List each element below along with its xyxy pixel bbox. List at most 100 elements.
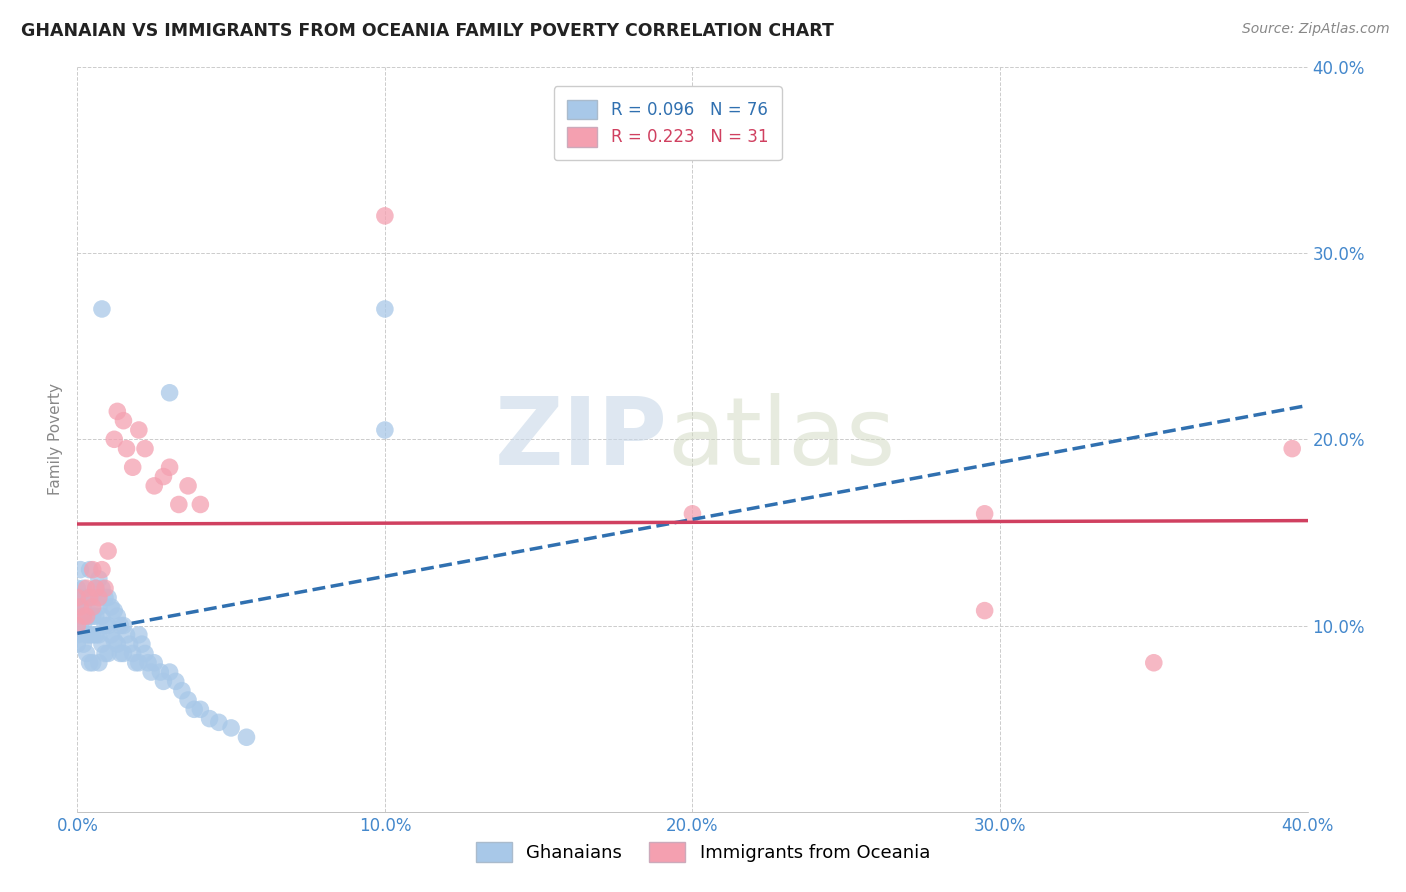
Point — [82, 563, 104, 577]
Point — [72, 637, 94, 651]
Point — [79, 591, 101, 605]
Point — [97, 647, 120, 661]
Point — [79, 609, 101, 624]
Point — [72, 599, 94, 614]
Point — [149, 665, 172, 679]
Point — [100, 628, 122, 642]
Point — [374, 209, 396, 223]
Point — [152, 469, 174, 483]
Point — [84, 609, 107, 624]
Point — [112, 647, 135, 661]
Point — [115, 442, 138, 456]
Point — [219, 721, 242, 735]
Point — [100, 599, 122, 614]
Point — [188, 702, 212, 716]
Point — [90, 582, 114, 596]
Point — [87, 628, 110, 642]
Legend: R = 0.096   N = 76, R = 0.223   N = 31: R = 0.096 N = 76, R = 0.223 N = 31 — [554, 87, 782, 160]
Point — [125, 656, 148, 670]
Text: atlas: atlas — [668, 393, 896, 485]
Point — [143, 479, 166, 493]
Text: GHANAIAN VS IMMIGRANTS FROM OCEANIA FAMILY POVERTY CORRELATION CHART: GHANAIAN VS IMMIGRANTS FROM OCEANIA FAMI… — [21, 22, 834, 40]
Point — [115, 628, 138, 642]
Point — [66, 599, 89, 614]
Point — [208, 715, 231, 730]
Point — [72, 609, 94, 624]
Point — [72, 582, 94, 596]
Point — [66, 609, 89, 624]
Point — [87, 599, 110, 614]
Point — [973, 604, 995, 618]
Point — [97, 591, 120, 605]
Point — [90, 609, 114, 624]
Point — [128, 656, 150, 670]
Point — [159, 665, 181, 679]
Point — [66, 582, 89, 596]
Point — [79, 656, 101, 670]
Point — [121, 460, 143, 475]
Point — [94, 647, 117, 661]
Point — [682, 507, 704, 521]
Point — [177, 479, 200, 493]
Point — [76, 628, 98, 642]
Point — [87, 572, 110, 586]
Point — [82, 591, 104, 605]
Point — [66, 591, 89, 605]
Point — [76, 609, 98, 624]
Point — [131, 637, 153, 651]
Point — [90, 301, 114, 316]
Text: Source: ZipAtlas.com: Source: ZipAtlas.com — [1241, 22, 1389, 37]
Point — [128, 423, 150, 437]
Point — [121, 647, 143, 661]
Point — [159, 385, 181, 400]
Y-axis label: Family Poverty: Family Poverty — [48, 384, 63, 495]
Point — [159, 460, 181, 475]
Point — [103, 432, 125, 446]
Point — [69, 591, 91, 605]
Point — [152, 674, 174, 689]
Point — [235, 730, 257, 744]
Point — [143, 656, 166, 670]
Point — [76, 582, 98, 596]
Point — [82, 628, 104, 642]
Point — [94, 618, 117, 632]
Point — [112, 414, 135, 428]
Point — [97, 544, 120, 558]
Point — [87, 591, 110, 605]
Point — [110, 647, 132, 661]
Point — [128, 628, 150, 642]
Point — [66, 618, 89, 632]
Point — [76, 591, 98, 605]
Point — [374, 423, 396, 437]
Point — [167, 498, 190, 512]
Point — [66, 637, 89, 651]
Point — [94, 591, 117, 605]
Point — [82, 609, 104, 624]
Point — [66, 628, 89, 642]
Point — [134, 647, 156, 661]
Point — [97, 618, 120, 632]
Point — [84, 628, 107, 642]
Point — [177, 693, 200, 707]
Point — [170, 683, 193, 698]
Point — [105, 609, 128, 624]
Point — [1143, 656, 1166, 670]
Point — [76, 609, 98, 624]
Point — [76, 647, 98, 661]
Point — [69, 599, 91, 614]
Point — [87, 656, 110, 670]
Point — [374, 301, 396, 316]
Point — [82, 656, 104, 670]
Text: ZIP: ZIP — [495, 393, 668, 485]
Point — [105, 637, 128, 651]
Point — [141, 665, 163, 679]
Point — [136, 656, 159, 670]
Point — [66, 591, 89, 605]
Point — [134, 442, 156, 456]
Point — [973, 507, 995, 521]
Point — [90, 637, 114, 651]
Point — [112, 618, 135, 632]
Point — [82, 599, 104, 614]
Point — [110, 618, 132, 632]
Point — [69, 618, 91, 632]
